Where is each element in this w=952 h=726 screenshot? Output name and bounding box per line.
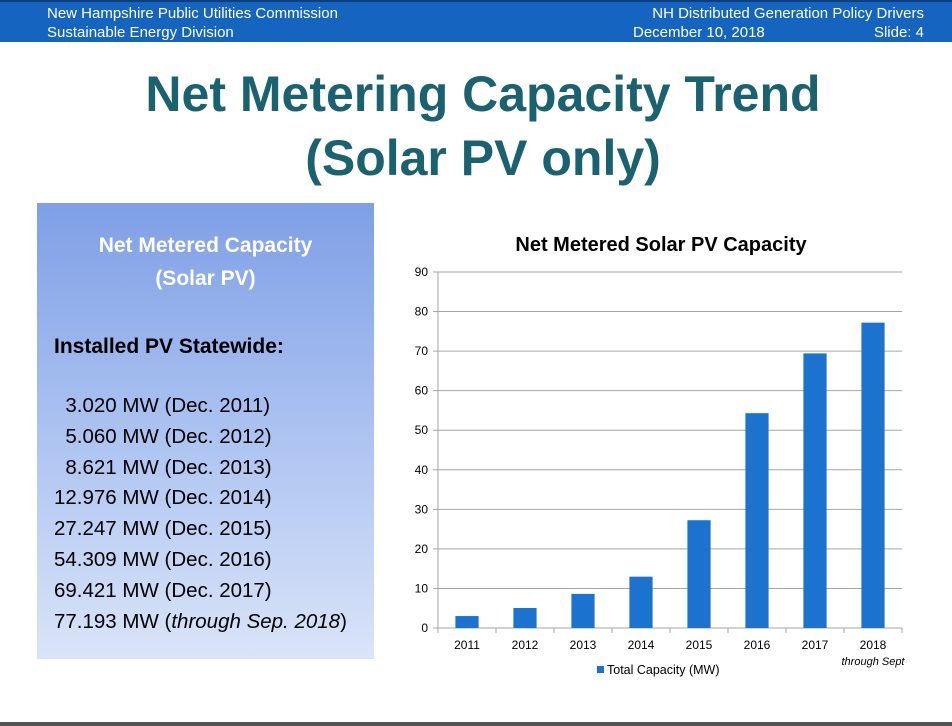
installed-pv-value: 8.621 MW bbox=[54, 455, 159, 479]
legend-swatch bbox=[597, 666, 604, 673]
installed-pv-period: (Dec. 2012) bbox=[164, 424, 272, 448]
capacity-bar-chart: Net Metered Solar PV Capacity 0 10 20 30 40 50… bbox=[415, 234, 906, 677]
installed-pv-title: Installed PV Statewide: bbox=[54, 335, 284, 358]
installed-pv-period: (Dec. 2017) bbox=[164, 578, 272, 602]
x-tick-label: 2011 bbox=[454, 638, 480, 652]
header-slide-number: Slide: 4 bbox=[873, 24, 924, 41]
chart-title: Net Metered Solar PV Capacity bbox=[515, 234, 807, 256]
installed-pv-period: (Dec. 2013) bbox=[164, 455, 272, 479]
x-tick-label: 2017 bbox=[802, 638, 829, 652]
y-tick-label: 60 bbox=[415, 384, 429, 398]
installed-pv-value: 5.060 MW bbox=[54, 424, 159, 448]
installed-pv-value: 3.020 MW bbox=[54, 394, 159, 417]
installed-pv-item: 77.193 MW (through Sep. 2018) bbox=[54, 607, 374, 638]
bar-2013 bbox=[571, 593, 595, 628]
bar-2017 bbox=[803, 353, 827, 628]
bar-2014 bbox=[629, 576, 653, 628]
slide-title: Net Metering Capacity Trend (Solar PV on… bbox=[0, 62, 952, 190]
installed-pv-value: 77.193 MW bbox=[54, 609, 159, 633]
installed-pv-period: (Dec. 2015) bbox=[164, 517, 272, 541]
footer-divider bbox=[0, 722, 952, 726]
x-tick-label: 2016 bbox=[744, 638, 771, 652]
installed-pv-list: 3.020 MW (Dec. 2011) 5.060 MW (Dec. 2012… bbox=[54, 391, 374, 637]
panel-heading-line1: Net Metered Capacity bbox=[98, 234, 313, 257]
installed-pv-item: 12.976 MW (Dec. 2014) bbox=[54, 483, 374, 514]
installed-pv-item: 5.060 MW (Dec. 2012) bbox=[54, 422, 374, 453]
header-organization: New Hampshire Public Utilities Commissio… bbox=[47, 5, 338, 22]
y-tick-label: 10 bbox=[415, 581, 429, 595]
x-tick-label: 2013 bbox=[570, 638, 597, 652]
capacity-panel: Net Metered Capacity (Solar PV) Installe… bbox=[37, 203, 374, 659]
x-tick-label: 2012 bbox=[512, 638, 539, 652]
bar-2011 bbox=[455, 616, 479, 628]
installed-pv-item: 54.309 MW (Dec. 2016) bbox=[54, 545, 374, 576]
panel-heading-line2: (Solar PV) bbox=[155, 267, 256, 290]
x-tick-label: 2014 bbox=[628, 638, 655, 652]
header-division: Sustainable Energy Division bbox=[47, 24, 234, 41]
y-tick-label: 40 bbox=[415, 463, 429, 477]
installed-pv-value: 54.309 MW bbox=[54, 547, 159, 571]
x-tick-label: 2018 bbox=[860, 638, 887, 652]
installed-pv-period: (Dec. 2014) bbox=[164, 486, 272, 510]
y-tick-label: 30 bbox=[415, 502, 429, 516]
installed-pv-value: 12.976 MW bbox=[54, 486, 159, 510]
x-tick-sublabel: through Sept bbox=[842, 656, 906, 668]
y-tick-label: 0 bbox=[421, 621, 428, 635]
installed-pv-value: 69.421 MW bbox=[54, 578, 159, 602]
installed-pv-item: 69.421 MW (Dec. 2017) bbox=[54, 576, 374, 607]
y-tick-label: 70 bbox=[415, 344, 429, 358]
y-tick-label: 90 bbox=[415, 265, 429, 279]
legend-label: Total Capacity (MW) bbox=[607, 663, 720, 677]
y-tick-label: 20 bbox=[415, 542, 429, 556]
slide-title-line1: Net Metering Capacity Trend bbox=[145, 66, 821, 122]
installed-pv-item: 8.621 MW (Dec. 2013) bbox=[54, 453, 374, 484]
installed-pv-period: (Dec. 2016) bbox=[164, 547, 272, 571]
installed-pv-value: 27.247 MW bbox=[54, 517, 159, 541]
bar-2015 bbox=[687, 520, 711, 628]
slide-title-line2: (Solar PV only) bbox=[305, 130, 661, 186]
bar-2018 bbox=[861, 322, 885, 628]
bar-2016 bbox=[745, 413, 769, 628]
bar-2012 bbox=[513, 607, 537, 628]
header-presentation-title: NH Distributed Generation Policy Drivers bbox=[652, 5, 924, 22]
x-tick-label: 2015 bbox=[686, 638, 713, 652]
header-date: December 10, 2018 bbox=[633, 24, 765, 41]
slide-header: New Hampshire Public Utilities Commissio… bbox=[0, 0, 952, 42]
installed-pv-item: 27.247 MW (Dec. 2015) bbox=[54, 514, 374, 545]
y-tick-label: 80 bbox=[415, 305, 429, 319]
y-tick-label: 50 bbox=[415, 423, 429, 437]
installed-pv-period: (Dec. 2011) bbox=[164, 394, 271, 417]
installed-pv-period: (through Sep. 2018) bbox=[164, 609, 347, 633]
installed-pv-item: 3.020 MW (Dec. 2011) bbox=[54, 391, 374, 422]
